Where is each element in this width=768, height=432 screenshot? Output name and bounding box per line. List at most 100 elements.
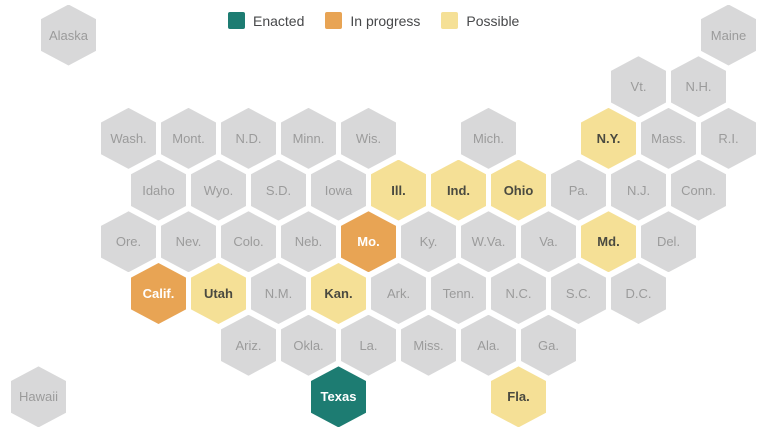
- legend-label-possible: Possible: [466, 13, 520, 29]
- state-hex-nm: N.M.: [251, 263, 306, 324]
- state-label-ny: N.Y.: [596, 130, 621, 146]
- state-label-utah: Utah: [204, 286, 233, 301]
- state-hex-wva: W.Va.: [461, 211, 516, 273]
- state-hex-colo: Colo.: [221, 211, 276, 273]
- state-hex-nev: Nev.: [161, 211, 216, 273]
- state-hex-ill: Ill.: [371, 159, 426, 221]
- legend-item-in_progress: In progress: [325, 12, 420, 29]
- state-label-ind: Ind.: [446, 182, 471, 198]
- state-hex-maine: Maine: [701, 4, 756, 66]
- state-label-calif: Calif.: [142, 286, 175, 301]
- state-hex-va: Va.: [521, 211, 576, 273]
- state-label-nm: N.M.: [264, 286, 293, 301]
- legend: Enacted In progress Possible: [228, 12, 519, 29]
- legend-swatch-enacted: [228, 12, 245, 29]
- state-hex-miss: Miss.: [401, 314, 456, 376]
- state-hex-mich: Mich.: [461, 107, 516, 169]
- state-hex-ky: Ky.: [401, 211, 456, 273]
- legend-swatch-possible: [441, 12, 459, 29]
- state-label-minn: Minn.: [292, 130, 325, 146]
- state-hex-utah: Utah: [191, 263, 246, 324]
- state-hex-alaska: Alaska: [41, 4, 96, 66]
- state-label-nd: N.D.: [235, 130, 262, 146]
- state-hex-tenn: Tenn.: [431, 263, 486, 324]
- state-hex-wis: Wis.: [341, 107, 396, 169]
- state-hex-idaho: Idaho: [131, 159, 186, 221]
- state-label-del: Del.: [656, 234, 681, 250]
- state-hex-ohio: Ohio: [491, 159, 546, 221]
- state-label-wis: Wis.: [355, 130, 382, 146]
- state-hex-md: Md.: [581, 211, 636, 273]
- state-label-sc: S.C.: [565, 286, 592, 301]
- legend-swatch-in_progress: [325, 12, 343, 29]
- state-hex-kan: Kan.: [311, 263, 366, 324]
- state-hex-sd: S.D.: [251, 159, 306, 221]
- state-hex-la: La.: [341, 314, 396, 376]
- state-hex-pa: Pa.: [551, 159, 606, 221]
- state-label-nj: N.J.: [626, 182, 651, 198]
- state-hex-sc: S.C.: [551, 263, 606, 324]
- state-hex-fla: Fla.: [491, 366, 546, 428]
- state-label-miss: Miss.: [413, 337, 444, 353]
- state-hex-vt: Vt.: [611, 56, 666, 118]
- state-label-conn: Conn.: [681, 182, 716, 198]
- state-hex-ore: Ore.: [101, 211, 156, 273]
- state-hex-ariz: Ariz.: [221, 314, 276, 376]
- state-label-md: Md.: [597, 234, 620, 250]
- legend-label-enacted: Enacted: [253, 13, 305, 29]
- state-label-tenn: Tenn.: [442, 286, 475, 301]
- state-label-texas: Texas: [320, 389, 357, 405]
- state-hex-dc: D.C.: [611, 263, 666, 324]
- state-hex-ri: R.I.: [701, 107, 756, 169]
- state-label-vt: Vt.: [630, 79, 647, 95]
- state-hex-nd: N.D.: [221, 107, 276, 169]
- state-hex-texas: Texas: [311, 366, 366, 428]
- state-hex-calif: Calif.: [131, 263, 186, 324]
- state-label-colo: Colo.: [233, 234, 264, 250]
- state-hex-mo: Mo.: [341, 211, 396, 273]
- state-label-maine: Maine: [710, 27, 747, 43]
- state-hex-del: Del.: [641, 211, 696, 273]
- state-label-ala: Ala.: [477, 337, 500, 353]
- state-hex-ala: Ala.: [461, 314, 516, 376]
- state-label-ohio: Ohio: [503, 182, 534, 198]
- state-hex-mont: Mont.: [161, 107, 216, 169]
- state-label-alaska: Alaska: [48, 27, 89, 43]
- legend-item-enacted: Enacted: [228, 12, 304, 29]
- state-label-nh: N.H.: [685, 79, 712, 95]
- state-label-mass: Mass.: [651, 130, 686, 146]
- state-hex-wash: Wash.: [101, 107, 156, 169]
- legend-label-in_progress: In progress: [350, 13, 421, 29]
- state-hex-nc: N.C.: [491, 263, 546, 324]
- state-hex-hawaii: Hawaii: [11, 366, 66, 428]
- state-hex-nj: N.J.: [611, 159, 666, 221]
- state-label-sd: S.D.: [265, 182, 292, 198]
- state-label-idaho: Idaho: [142, 182, 175, 198]
- state-hex-neb: Neb.: [281, 211, 336, 273]
- state-label-ky: Ky.: [419, 234, 438, 250]
- state-label-wva: W.Va.: [471, 234, 506, 250]
- state-hex-mass: Mass.: [641, 107, 696, 169]
- state-label-nc: N.C.: [505, 286, 532, 301]
- state-hex-ind: Ind.: [431, 159, 486, 221]
- state-label-dc: D.C.: [625, 286, 652, 301]
- legend-item-possible: Possible: [441, 12, 519, 29]
- state-label-ri: R.I.: [718, 130, 739, 146]
- state-hex-minn: Minn.: [281, 107, 336, 169]
- state-label-va: Va.: [539, 234, 558, 250]
- state-hex-conn: Conn.: [671, 159, 726, 221]
- state-label-mont: Mont.: [172, 130, 205, 146]
- state-hex-ny: N.Y.: [581, 107, 636, 169]
- state-hex-ark: Ark.: [371, 263, 426, 324]
- state-hex-ga: Ga.: [521, 314, 576, 376]
- state-label-ore: Ore.: [115, 234, 142, 250]
- state-label-wyo: Wyo.: [203, 182, 234, 198]
- state-label-pa: Pa.: [568, 182, 589, 198]
- state-label-nev: Nev.: [175, 234, 202, 250]
- state-label-neb: Neb.: [294, 234, 323, 250]
- state-label-hawaii: Hawaii: [18, 389, 58, 405]
- state-label-fla: Fla.: [507, 389, 530, 405]
- state-label-kan: Kan.: [324, 286, 353, 301]
